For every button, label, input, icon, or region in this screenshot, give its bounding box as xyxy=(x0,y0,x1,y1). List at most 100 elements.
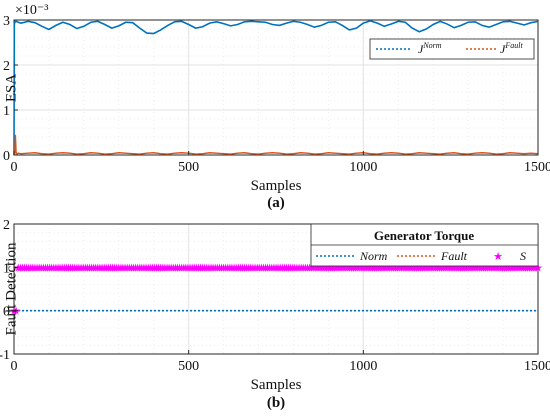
marker-s-b: ★ xyxy=(72,261,82,274)
marker-s-b: ★ xyxy=(441,261,451,274)
marker-s-b: ★ xyxy=(78,261,88,274)
marker-s-b: ★ xyxy=(401,261,411,274)
marker-s-b: ★ xyxy=(493,261,503,274)
marker-s-b: ★ xyxy=(187,261,197,274)
marker-s-b: ★ xyxy=(424,261,434,274)
marker-s-b: ★ xyxy=(131,261,141,274)
marker-s-b: ★ xyxy=(470,261,480,274)
marker-s-b: ★ xyxy=(185,261,195,274)
marker-s-b: ★ xyxy=(66,261,76,274)
marker-s-b: ★ xyxy=(357,261,367,274)
y-tick-label-b: -1 xyxy=(0,348,10,363)
marker-s-b: ★ xyxy=(38,261,48,274)
x-tick-label-a: 1000 xyxy=(349,160,377,175)
marker-s-b: ★ xyxy=(445,261,455,274)
marker-s-b: ★ xyxy=(326,261,336,274)
marker-s-b: ★ xyxy=(376,261,386,274)
marker-s-b: ★ xyxy=(208,261,218,274)
marker-s-b: ★ xyxy=(191,261,201,274)
marker-s-b: ★ xyxy=(61,261,71,274)
y-tick-label-b: 1 xyxy=(3,261,10,276)
marker-s-b: ★ xyxy=(512,261,522,274)
marker-s-b: ★ xyxy=(296,261,306,274)
marker-s-b: ★ xyxy=(506,261,516,274)
y-axis-label-a: ESA xyxy=(3,74,19,103)
marker-s-b: ★ xyxy=(194,261,204,274)
marker-s-b: ★ xyxy=(238,261,248,274)
marker-s-b: ★ xyxy=(126,261,136,274)
marker-s-b: ★ xyxy=(307,261,317,274)
marker-s-b: ★ xyxy=(397,261,407,274)
legend-sup-fault-a: Fault xyxy=(504,41,523,50)
marker-s-b: ★ xyxy=(382,261,392,274)
y-tick-label-b: 2 xyxy=(3,218,10,233)
marker-s-b: ★ xyxy=(82,261,92,274)
marker-s-b: ★ xyxy=(149,261,159,274)
y-tick-label-a: 1 xyxy=(3,104,10,119)
marker-s-b: ★ xyxy=(495,261,505,274)
marker-s-b: ★ xyxy=(110,261,120,274)
marker-s-b: ★ xyxy=(384,261,394,274)
marker-s-b: ★ xyxy=(116,261,126,274)
marker-s-b: ★ xyxy=(355,261,365,274)
marker-s-b: ★ xyxy=(162,261,172,274)
marker-s-b: ★ xyxy=(342,261,352,274)
x-tick-label-a: 1500 xyxy=(524,160,550,175)
marker-s-b: ★ xyxy=(447,261,457,274)
marker-s-b: ★ xyxy=(338,261,348,274)
marker-s-b: ★ xyxy=(439,261,449,274)
marker-s-b: ★ xyxy=(13,261,23,274)
marker-s-b: ★ xyxy=(212,261,222,274)
marker-s-b: ★ xyxy=(418,261,428,274)
marker-s-b: ★ xyxy=(409,261,419,274)
marker-s-b: ★ xyxy=(432,261,442,274)
marker-s-b: ★ xyxy=(97,261,107,274)
marker-s-b: ★ xyxy=(15,261,25,274)
marker-s-b: ★ xyxy=(336,261,346,274)
marker-s-b: ★ xyxy=(221,261,231,274)
marker-s-b: ★ xyxy=(349,261,359,274)
marker-s-b: ★ xyxy=(372,261,382,274)
x-tick-label-a: 0 xyxy=(11,160,18,175)
marker-s-b: ★ xyxy=(114,261,124,274)
marker-s-b: ★ xyxy=(531,261,541,274)
marker-s-b: ★ xyxy=(112,261,122,274)
marker-s-b: ★ xyxy=(267,261,277,274)
y-axis-label-b: Fault Detection xyxy=(3,242,19,335)
series-line-norm-a xyxy=(13,20,539,156)
marker-s-b: ★ xyxy=(246,261,256,274)
marker-s-b: ★ xyxy=(290,261,300,274)
marker-s-b: ★ xyxy=(361,261,371,274)
marker-s-b: ★ xyxy=(435,261,445,274)
y-tick-label-a: 3 xyxy=(3,14,10,29)
marker-s-b: ★ xyxy=(380,261,390,274)
marker-s-b: ★ xyxy=(370,261,380,274)
marker-s-b: ★ xyxy=(214,261,224,274)
marker-s-b: ★ xyxy=(449,261,459,274)
marker-s-b: ★ xyxy=(500,261,510,274)
series-b: ★★★★★★★★★★★★★★★★★★★★★★★★★★★★★★★★★★★★★★★★… xyxy=(9,261,543,317)
axes-frame-b xyxy=(13,223,539,355)
marker-s-b: ★ xyxy=(166,261,176,274)
marker-s-b: ★ xyxy=(179,261,189,274)
marker-s-b: ★ xyxy=(474,261,484,274)
marker-s-b: ★ xyxy=(430,261,440,274)
marker-s-b: ★ xyxy=(158,261,168,274)
legend-a: JNorm JFault xyxy=(369,38,535,60)
marker-s-b: ★ xyxy=(422,261,432,274)
marker-s-b: ★ xyxy=(68,261,78,274)
marker-s-b: ★ xyxy=(263,261,273,274)
marker-s-b: ★ xyxy=(514,261,524,274)
legend-name-norm-a: J xyxy=(418,42,424,56)
x-tick-label-b: 1500 xyxy=(524,359,550,374)
marker-s-b: ★ xyxy=(313,261,323,274)
legend-title-b: Generator Torque xyxy=(374,228,475,243)
legend-name-fault-a: J xyxy=(500,42,506,56)
marker-s-b: ★ xyxy=(254,261,264,274)
marker-s-b: ★ xyxy=(303,261,313,274)
marker-s-b: ★ xyxy=(437,261,447,274)
marker-s-b: ★ xyxy=(294,261,304,274)
marker-s-b: ★ xyxy=(286,261,296,274)
marker-s-b: ★ xyxy=(363,261,373,274)
